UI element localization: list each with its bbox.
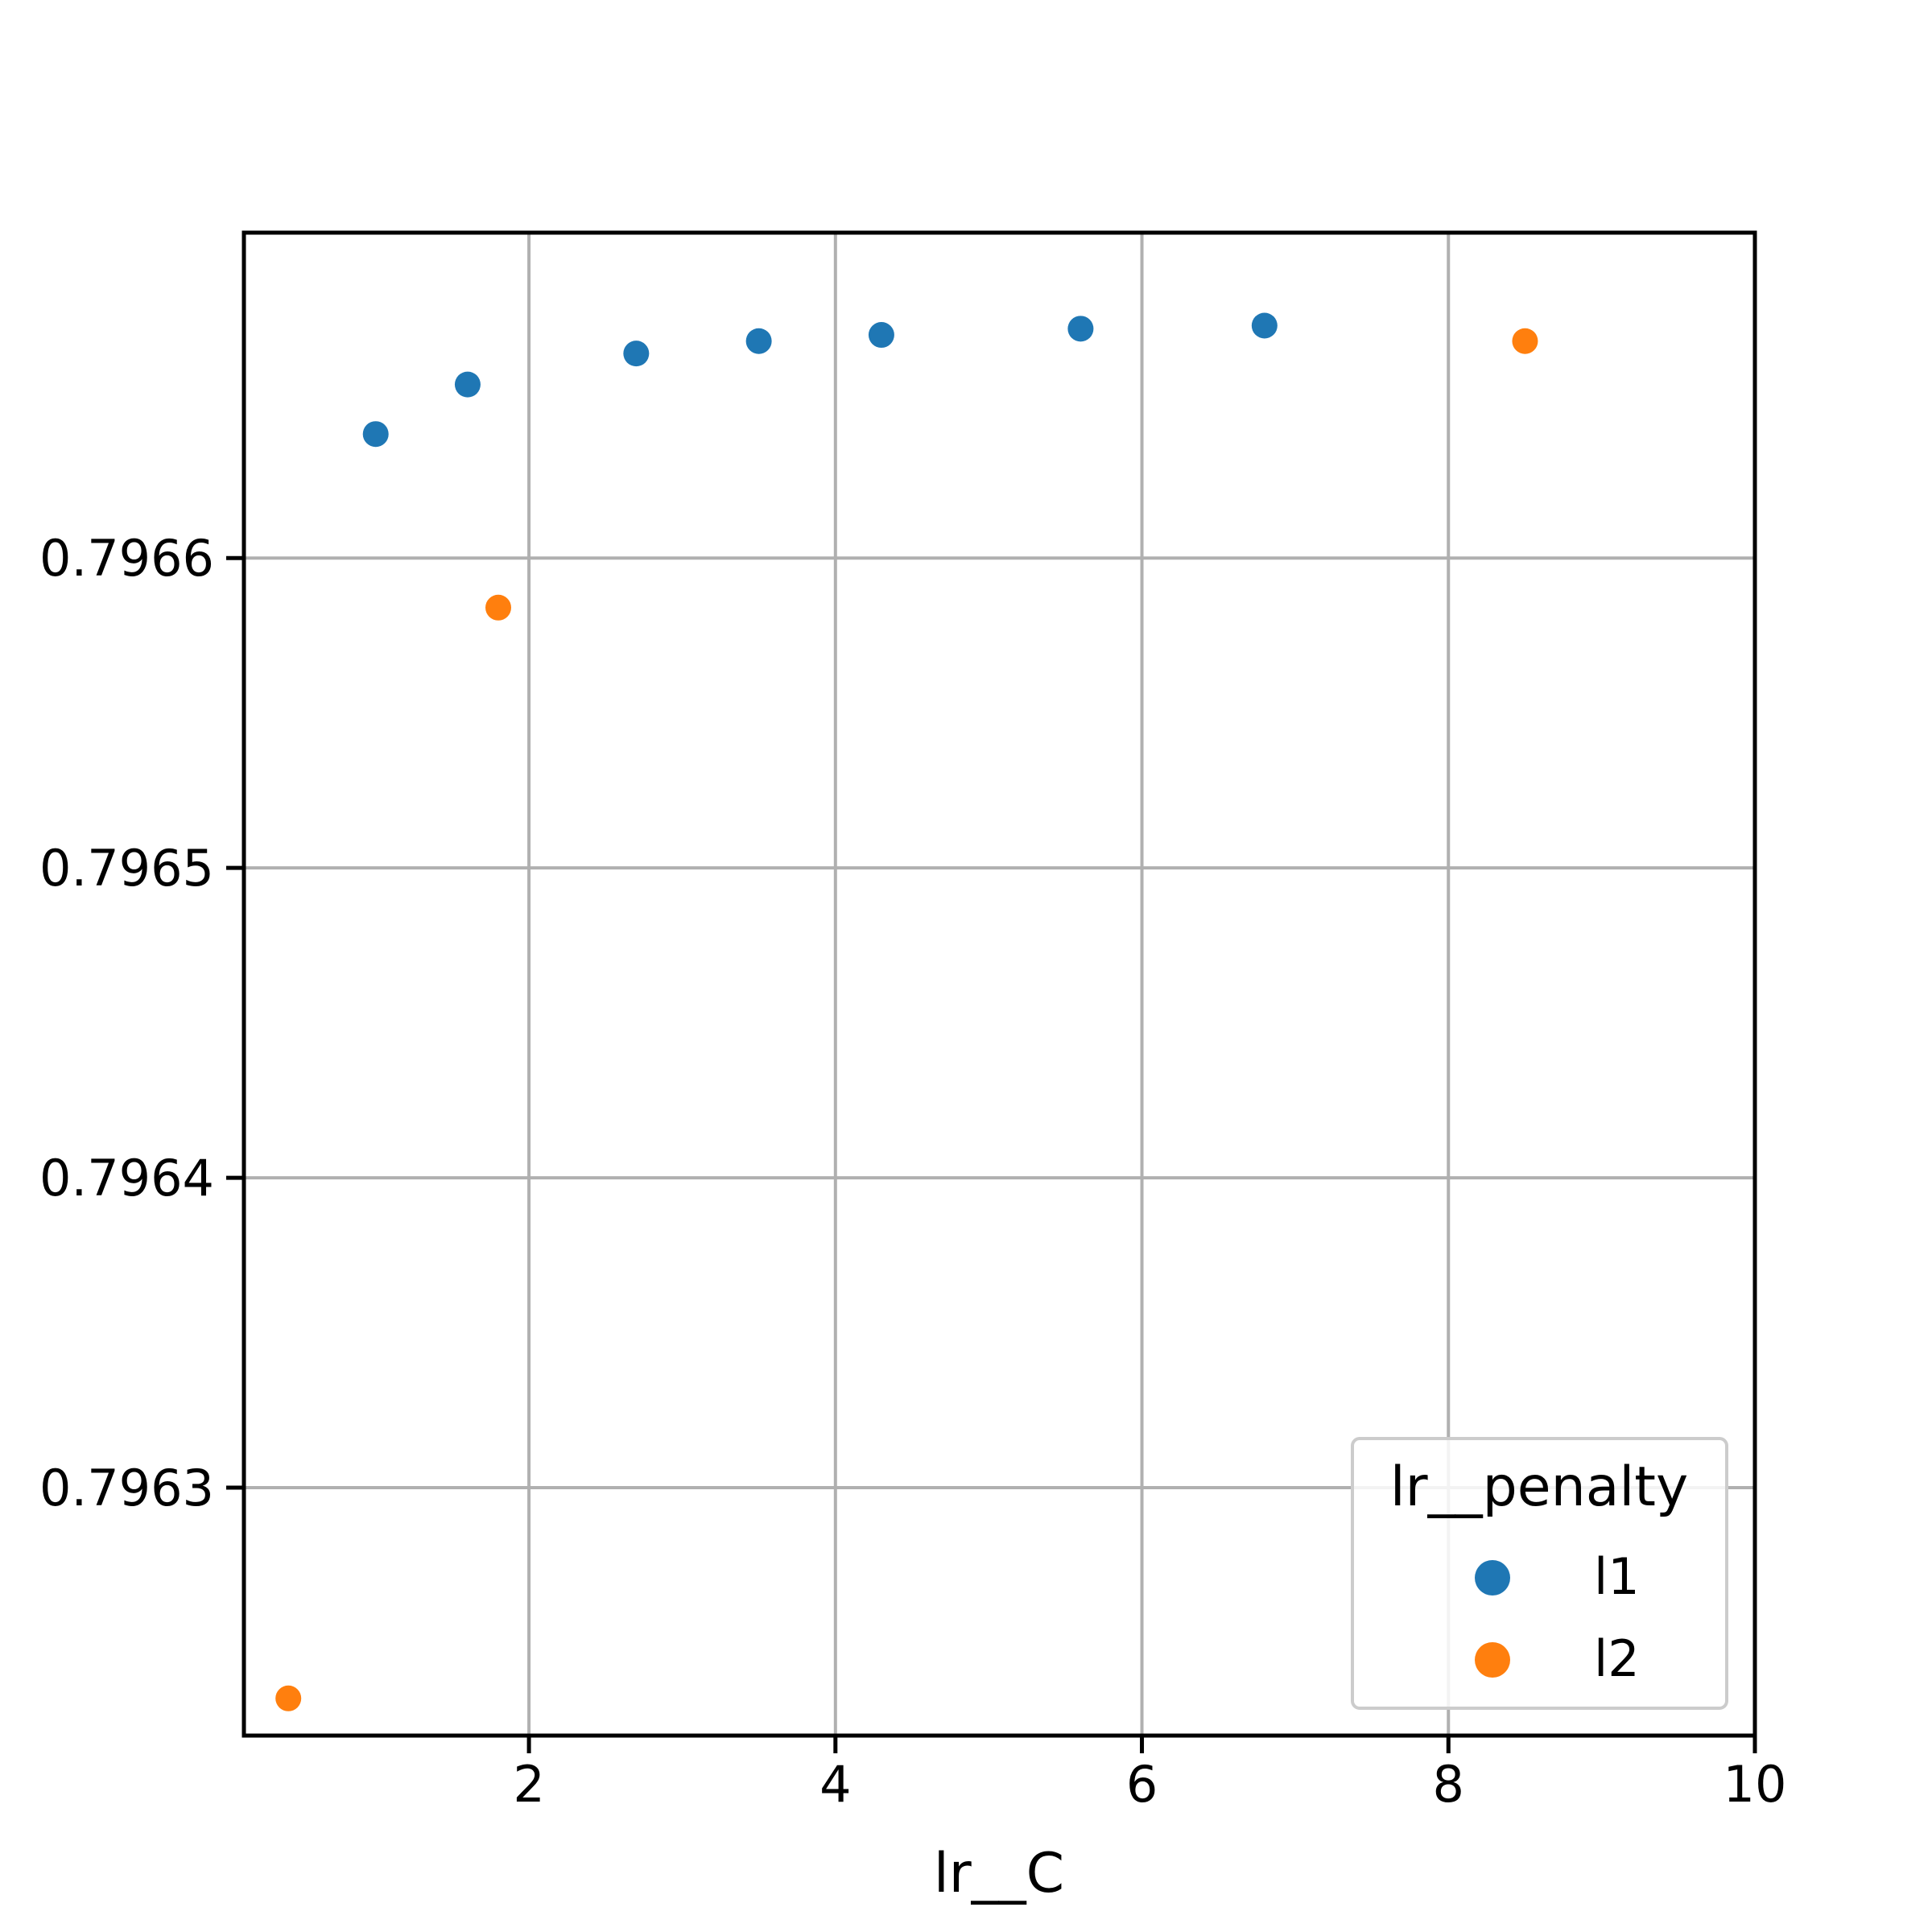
- legend: lr__penalty l1 l2: [1351, 1437, 1728, 1710]
- y-tick-label: 0.7964: [39, 1149, 214, 1208]
- axis-ticks: 2 4 6 8 10 0.7963 0.7964 0.7965 0.7966: [39, 529, 1786, 1814]
- data-point-l1: [1067, 316, 1094, 342]
- legend-label-l2: l2: [1594, 1629, 1640, 1688]
- x-tick-label: 6: [1126, 1755, 1158, 1814]
- x-tick-label: 10: [1724, 1755, 1787, 1814]
- x-tick-label: 2: [513, 1755, 544, 1814]
- data-points: [275, 312, 1538, 1711]
- x-tick-label: 4: [819, 1755, 851, 1814]
- data-point-l2: [275, 1685, 302, 1711]
- data-point-l1: [868, 322, 894, 349]
- data-point-l1: [362, 421, 389, 448]
- data-point-l2: [485, 594, 512, 621]
- y-tick-label: 0.7966: [39, 529, 214, 588]
- axes-frame: [242, 230, 1757, 1738]
- data-point-l1: [1251, 312, 1278, 339]
- data-point-l1: [454, 371, 481, 398]
- legend-label-l1: l1: [1594, 1547, 1640, 1606]
- x-axis-label: lr__C: [934, 1842, 1064, 1905]
- y-tick-label: 0.7965: [39, 839, 214, 898]
- y-tick-label: 0.7963: [39, 1459, 214, 1517]
- x-tick-label: 8: [1433, 1755, 1464, 1814]
- legend-marker-l2: [1475, 1642, 1510, 1678]
- legend-box: [1351, 1437, 1728, 1710]
- data-point-l1: [745, 328, 772, 354]
- data-point-l2: [1512, 328, 1538, 354]
- legend-title: lr__penalty: [1390, 1455, 1688, 1519]
- data-point-l1: [623, 341, 650, 367]
- legend-marker-l1: [1475, 1560, 1510, 1596]
